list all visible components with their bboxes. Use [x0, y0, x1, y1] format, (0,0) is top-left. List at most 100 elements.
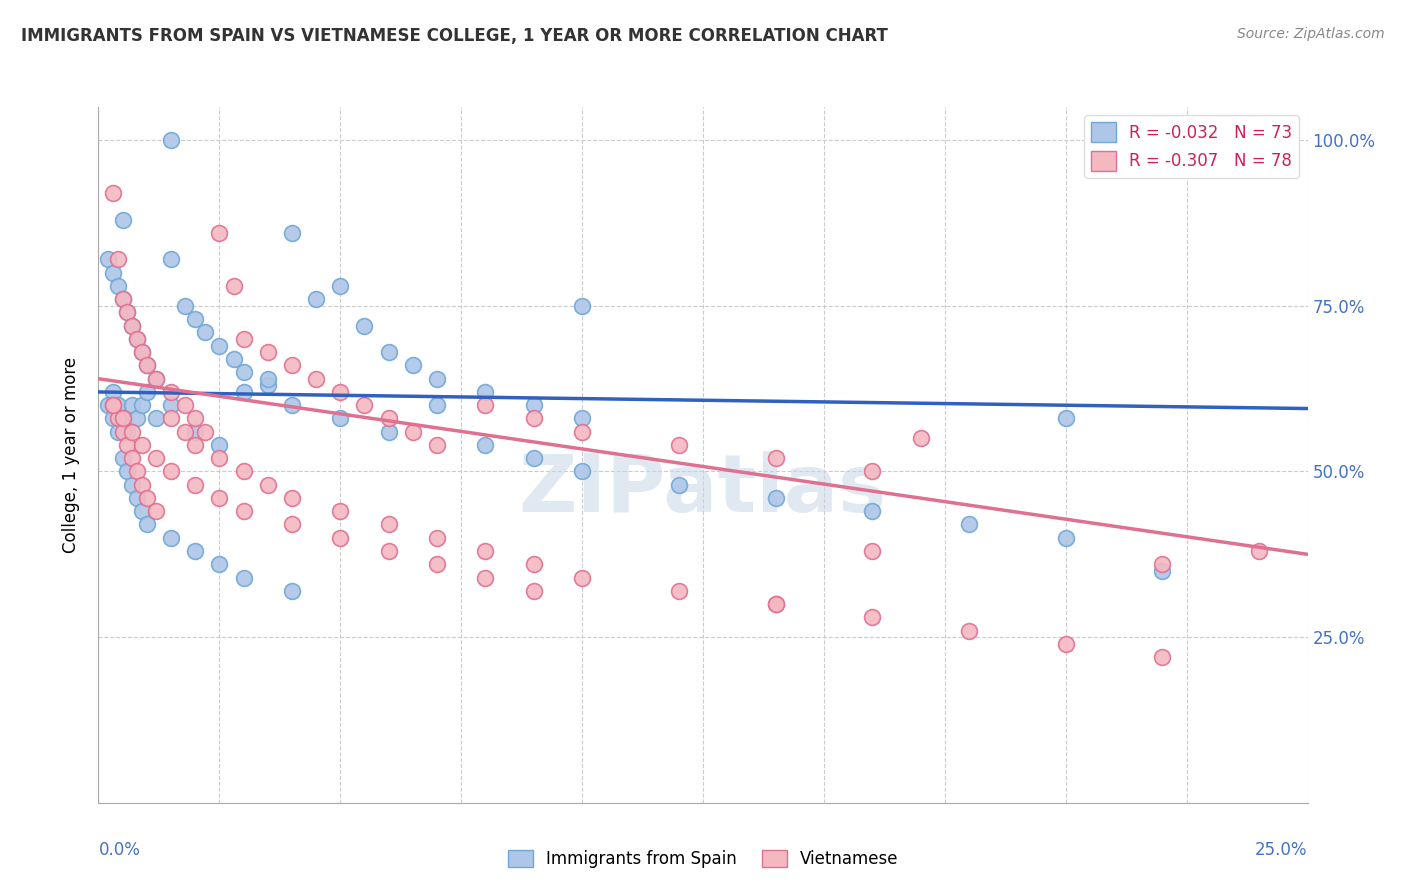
Point: [145, 411, 167, 425]
Point: [523, 451, 546, 466]
Point: [765, 451, 787, 466]
Point: [208, 558, 231, 572]
Point: [474, 384, 496, 399]
Point: [222, 279, 245, 293]
Point: [353, 318, 375, 333]
Point: [107, 252, 129, 267]
Point: [256, 372, 278, 386]
Point: [160, 252, 183, 267]
Point: [131, 345, 153, 359]
Point: [111, 411, 134, 425]
Point: [523, 558, 546, 572]
Point: [1054, 411, 1077, 425]
Point: [426, 372, 449, 386]
Point: [474, 438, 496, 452]
Point: [160, 465, 183, 479]
Point: [353, 398, 375, 412]
Point: [426, 531, 449, 545]
Point: [474, 544, 496, 558]
Point: [329, 279, 352, 293]
Point: [184, 477, 207, 491]
Point: [305, 292, 328, 306]
Point: [101, 398, 124, 412]
Point: [377, 345, 399, 359]
Point: [127, 411, 149, 425]
Point: [131, 345, 153, 359]
Point: [523, 583, 546, 598]
Point: [571, 570, 593, 584]
Point: [765, 491, 787, 505]
Point: [402, 425, 425, 439]
Point: [145, 451, 167, 466]
Point: [208, 491, 231, 505]
Point: [523, 411, 546, 425]
Point: [184, 544, 207, 558]
Point: [208, 438, 231, 452]
Point: [174, 425, 197, 439]
Point: [329, 504, 352, 518]
Point: [329, 384, 352, 399]
Point: [117, 465, 139, 479]
Point: [174, 398, 197, 412]
Point: [101, 384, 124, 399]
Point: [222, 351, 245, 366]
Point: [135, 359, 157, 373]
Point: [145, 504, 167, 518]
Point: [957, 517, 980, 532]
Point: [127, 465, 149, 479]
Point: [256, 477, 278, 491]
Point: [860, 610, 883, 624]
Point: [160, 411, 183, 425]
Point: [281, 398, 304, 412]
Point: [127, 332, 149, 346]
Point: [402, 359, 425, 373]
Point: [160, 133, 183, 147]
Point: [232, 332, 254, 346]
Point: [668, 438, 690, 452]
Point: [121, 425, 143, 439]
Point: [232, 384, 254, 399]
Point: [329, 531, 352, 545]
Point: [117, 305, 139, 319]
Point: [329, 411, 352, 425]
Point: [232, 570, 254, 584]
Point: [668, 477, 690, 491]
Legend: R = -0.032   N = 73, R = -0.307   N = 78: R = -0.032 N = 73, R = -0.307 N = 78: [1084, 115, 1299, 178]
Point: [101, 398, 124, 412]
Point: [523, 398, 546, 412]
Point: [135, 517, 157, 532]
Point: [571, 299, 593, 313]
Point: [160, 398, 183, 412]
Point: [1152, 650, 1174, 665]
Legend: Immigrants from Spain, Vietnamese: Immigrants from Spain, Vietnamese: [501, 843, 905, 875]
Point: [910, 431, 932, 445]
Point: [1054, 637, 1077, 651]
Point: [160, 384, 183, 399]
Point: [281, 359, 304, 373]
Point: [101, 186, 124, 201]
Point: [117, 305, 139, 319]
Point: [860, 465, 883, 479]
Point: [668, 583, 690, 598]
Point: [117, 425, 139, 439]
Point: [426, 438, 449, 452]
Point: [208, 451, 231, 466]
Point: [184, 411, 207, 425]
Point: [111, 292, 134, 306]
Point: [571, 465, 593, 479]
Point: [1152, 564, 1174, 578]
Point: [184, 312, 207, 326]
Point: [232, 504, 254, 518]
Point: [426, 558, 449, 572]
Point: [377, 411, 399, 425]
Point: [97, 398, 120, 412]
Point: [860, 544, 883, 558]
Text: Source: ZipAtlas.com: Source: ZipAtlas.com: [1237, 27, 1385, 41]
Point: [111, 212, 134, 227]
Point: [281, 517, 304, 532]
Text: 25.0%: 25.0%: [1256, 841, 1308, 859]
Point: [860, 504, 883, 518]
Point: [121, 477, 143, 491]
Point: [145, 372, 167, 386]
Point: [765, 597, 787, 611]
